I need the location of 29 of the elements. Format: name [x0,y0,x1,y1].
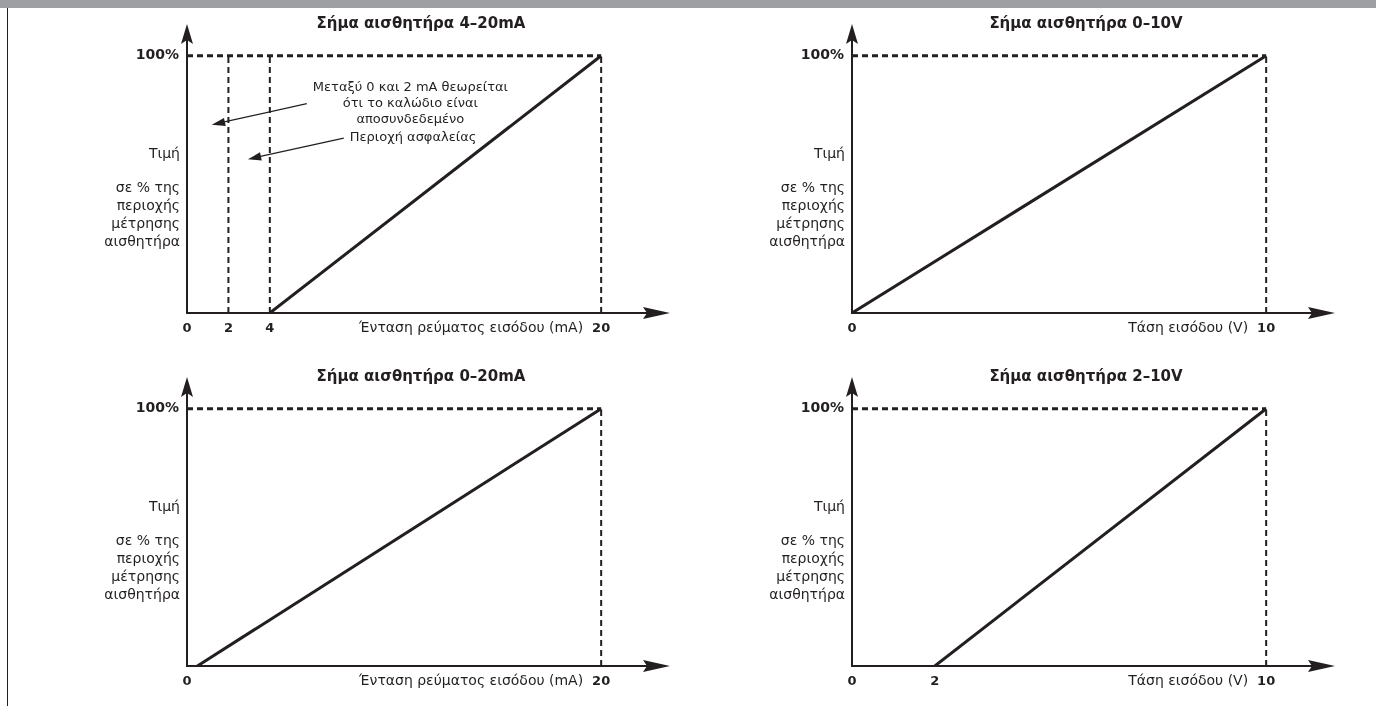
x-tick-label: 2 [930,673,940,689]
x-axis-title: Τάση εισόδου (V) [1127,671,1249,688]
x-tick-label: 20 [592,320,611,336]
x-tick-label: 0 [847,673,857,689]
chart-title: Σήμα αισθητήρα 2–10V [989,367,1184,385]
x-tick-label: 10 [1257,320,1276,336]
annotation: Περιοχή ασφαλείας [349,129,477,145]
text: Τιμή σε % της περιοχής μέτρησης αισθητήρα [769,144,845,250]
text: 100% [135,399,179,416]
x-tick-label: 10 [1257,673,1276,689]
x-tick-label: 0 [182,673,192,689]
text: 100% [800,46,844,63]
x-axis-title: Ένταση ρεύματος εισόδου (mA) [358,318,584,335]
annotation: Μεταξύ 0 και 2 mA θεωρείται ότι το καλώδιο είναι αποσυνδεδεμένο [312,79,508,127]
x-tick-label: 0 [182,320,192,336]
text: 100% [800,399,844,416]
chart-title: Σήμα αισθητήρα 0–20mA [316,367,526,385]
chart-title: Σήμα αισθητήρα 4–20mA [316,14,526,32]
x-tick-label: 4 [265,320,275,336]
x-axis-title: Ένταση ρεύματος εισόδου (mA) [358,671,584,688]
x-tick-label: 0 [847,320,857,336]
text: Τιμή σε % της περιοχής μέτρησης αισθητήρα [769,497,845,603]
x-tick-label: 2 [223,320,233,336]
x-axis-title: Τάση εισόδου (V) [1127,318,1249,335]
text: 100% [135,46,179,63]
x-tick-label: 20 [592,673,611,689]
text: Τιμή σε % της περιοχής μέτρησης αισθητήρα [104,497,180,603]
text: Τιμή σε % της περιοχής μέτρησης αισθητήρα [104,144,180,250]
chart-title: Σήμα αισθητήρα 0–10V [989,14,1184,32]
